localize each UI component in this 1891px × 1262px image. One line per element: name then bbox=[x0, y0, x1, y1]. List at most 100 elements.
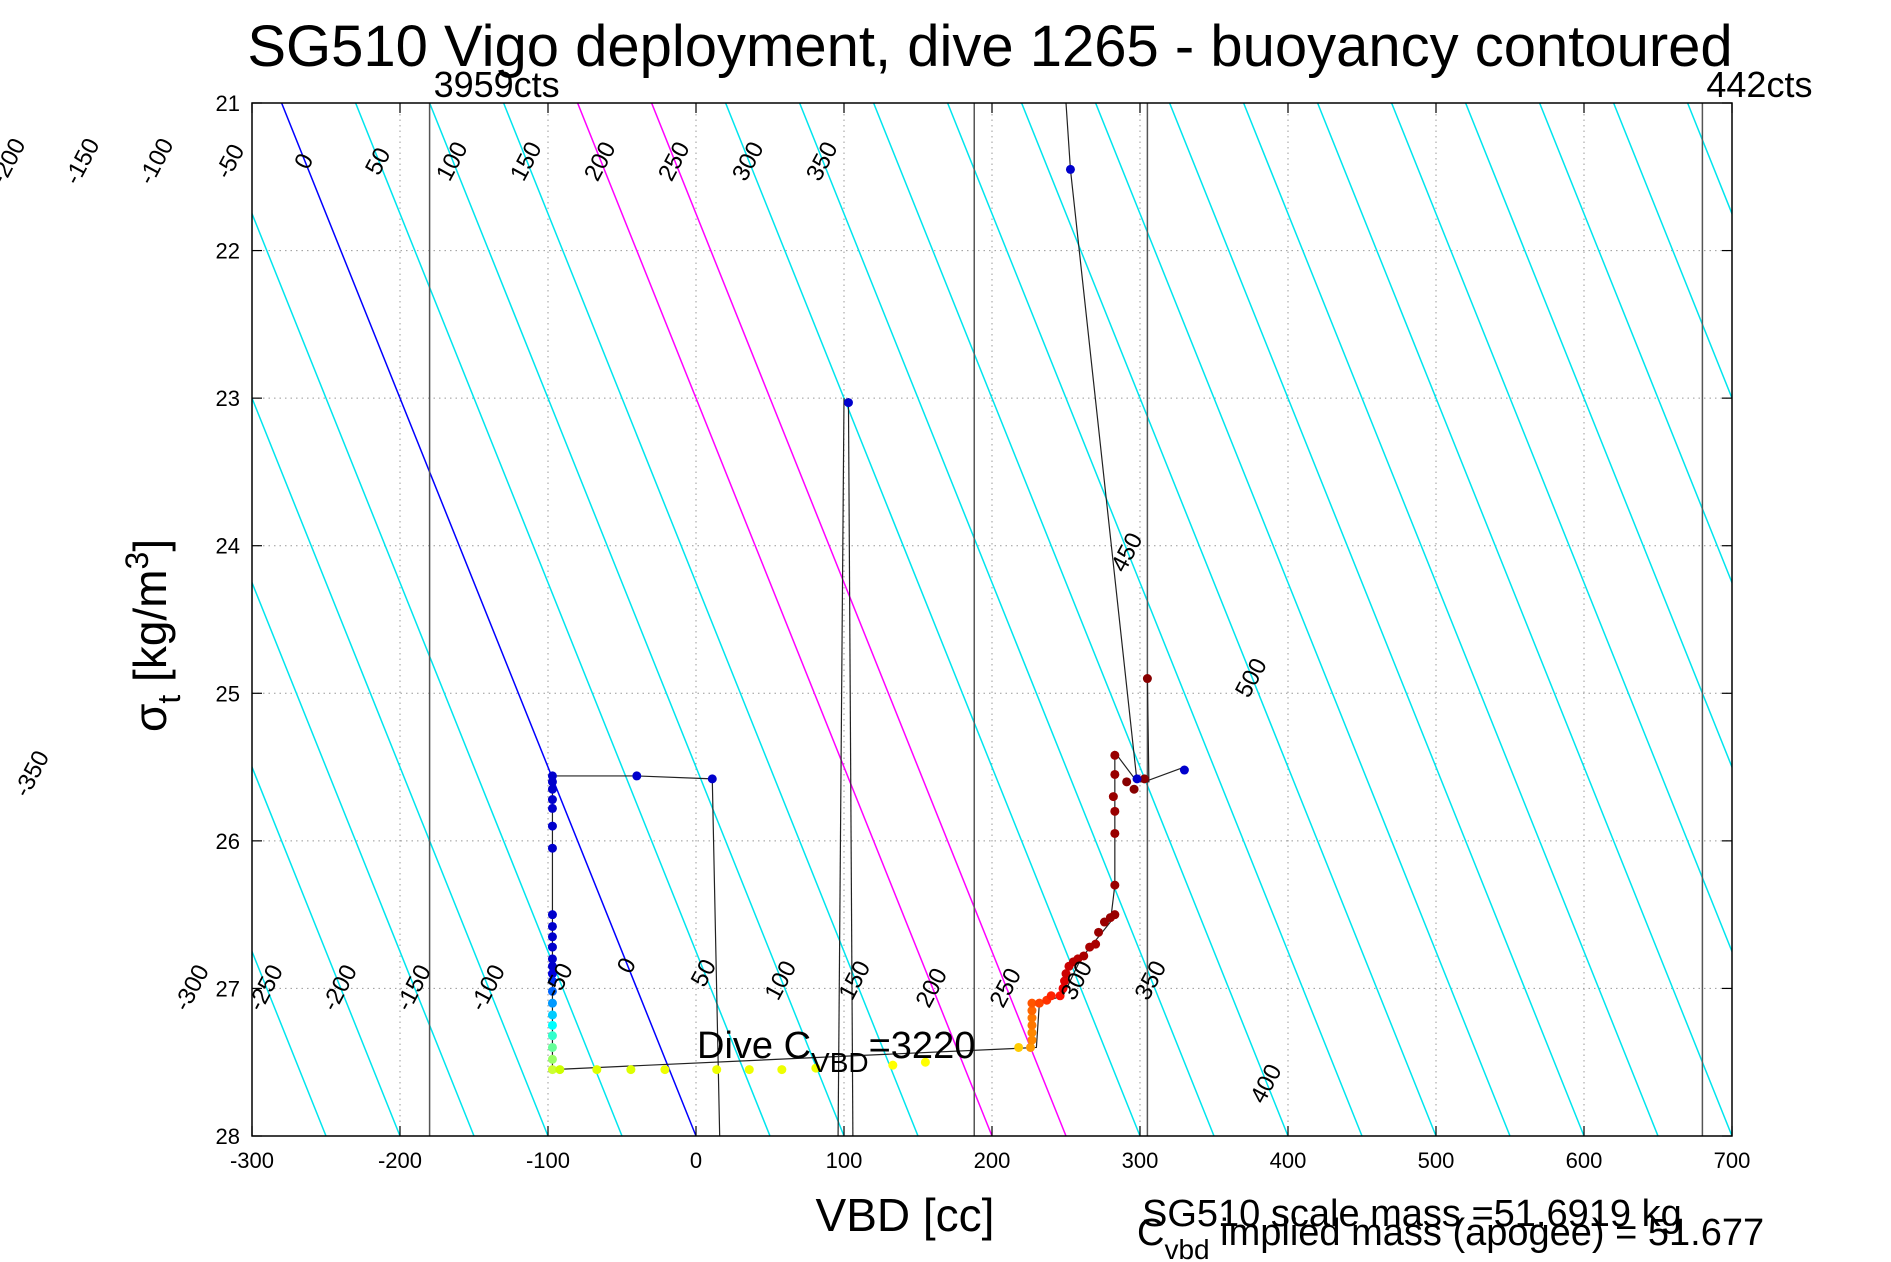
buoyancy-contours bbox=[0, 103, 1891, 1136]
data-point bbox=[744, 1065, 754, 1075]
data-point bbox=[1110, 828, 1120, 838]
data-point bbox=[632, 771, 642, 781]
data-point bbox=[1091, 939, 1101, 949]
dive-cvbd-main: Dive C bbox=[697, 1025, 811, 1067]
contour-label: 300 bbox=[727, 137, 770, 185]
contour-line bbox=[0, 103, 30, 1136]
data-point bbox=[547, 795, 557, 805]
contour-label: -300 bbox=[169, 960, 215, 1015]
x-tick-label: -300 bbox=[230, 1148, 274, 1173]
data-point bbox=[920, 1057, 930, 1067]
contour-line bbox=[576, 103, 993, 1136]
contour-line bbox=[1538, 103, 1732, 585]
data-point bbox=[777, 1065, 787, 1075]
data-point bbox=[547, 843, 557, 853]
contour-label: 200 bbox=[579, 137, 622, 185]
chart-title: SG510 Vigo deployment, dive 1265 - buoya… bbox=[247, 14, 1732, 79]
y-axis-label-units: [kg/m bbox=[124, 569, 176, 694]
data-point bbox=[1027, 1006, 1037, 1016]
data-point bbox=[555, 1065, 565, 1075]
data-point bbox=[547, 969, 557, 979]
data-point bbox=[547, 784, 557, 794]
contour-label: 500 bbox=[1230, 654, 1273, 702]
data-point bbox=[1027, 1020, 1037, 1030]
data-point bbox=[888, 1060, 898, 1070]
contour-line bbox=[798, 103, 1215, 1136]
data-point bbox=[547, 1065, 557, 1075]
data-point bbox=[1094, 927, 1104, 937]
dive-cvbd-value: =3220 bbox=[869, 1025, 976, 1067]
contour-label: -200 bbox=[0, 134, 31, 189]
contour-label: -50 bbox=[210, 140, 250, 183]
implied-mass-sub: vbd bbox=[1164, 1234, 1209, 1262]
y-axis-label-sup: 3 bbox=[119, 552, 155, 570]
data-point bbox=[660, 1065, 670, 1075]
y-axis-label-close: ] bbox=[124, 539, 176, 552]
y-axis-label-sub: t bbox=[151, 695, 187, 704]
contour-line bbox=[1390, 103, 1732, 954]
contour-line bbox=[1464, 103, 1732, 770]
data-point bbox=[1055, 991, 1065, 1001]
contour-line bbox=[280, 103, 697, 1136]
x-tick-label: 600 bbox=[1566, 1148, 1603, 1173]
data-point bbox=[712, 1065, 722, 1075]
data-point bbox=[1046, 991, 1056, 1001]
contour-label: 100 bbox=[759, 956, 802, 1004]
data-point bbox=[1027, 1028, 1037, 1038]
contour-line bbox=[1094, 103, 1511, 1136]
x-tick-label: 300 bbox=[1122, 1148, 1159, 1173]
data-point bbox=[547, 976, 557, 986]
vbd-limit-label: 3959cts bbox=[434, 64, 560, 105]
data-point bbox=[1014, 1042, 1024, 1052]
contour-label: 0 bbox=[612, 954, 642, 978]
contour-line bbox=[946, 103, 1363, 1136]
contour-line bbox=[1612, 103, 1732, 401]
contour-label: 450 bbox=[1106, 529, 1149, 577]
contour-line bbox=[252, 580, 475, 1136]
x-tick-label: -200 bbox=[378, 1148, 422, 1173]
contour-labels: -300-250-200-150-100-5005010015020025030… bbox=[0, 134, 1288, 1108]
dive-trace bbox=[552, 775, 721, 1136]
y-axis-label: σt [kg/m3] bbox=[119, 539, 187, 732]
dive-trace bbox=[837, 398, 845, 1136]
data-point bbox=[1058, 983, 1068, 993]
y-tick-label: 28 bbox=[216, 1124, 240, 1149]
x-axis-label: VBD [cc] bbox=[816, 1189, 995, 1241]
contour-label: 250 bbox=[653, 137, 696, 185]
contour-label: -50 bbox=[539, 959, 579, 1002]
data-point bbox=[1110, 750, 1120, 760]
data-point bbox=[547, 998, 557, 1008]
contour-line bbox=[1686, 103, 1732, 216]
dive-trace bbox=[847, 398, 854, 1136]
data-point bbox=[547, 942, 557, 952]
contour-label: -150 bbox=[59, 134, 105, 189]
y-tick-label: 22 bbox=[216, 239, 240, 264]
contour-line bbox=[872, 103, 1289, 1136]
contour-label: -250 bbox=[243, 960, 289, 1015]
contour-label: 0 bbox=[289, 149, 319, 173]
data-point bbox=[1139, 774, 1149, 784]
data-point bbox=[1027, 1035, 1037, 1045]
data-point bbox=[626, 1065, 636, 1075]
contour-label: -350 bbox=[9, 746, 55, 801]
x-tick-label: 400 bbox=[1270, 1148, 1307, 1173]
data-point bbox=[547, 954, 557, 964]
y-axis-label-main: σ bbox=[124, 704, 176, 732]
x-tick-label: -100 bbox=[526, 1148, 570, 1173]
vbd-limit-labels: 3959cts 442cts bbox=[434, 64, 1813, 105]
data-point bbox=[547, 777, 557, 787]
x-tick-label: 500 bbox=[1418, 1148, 1455, 1173]
data-point bbox=[1122, 777, 1132, 787]
data-point bbox=[1110, 769, 1120, 779]
contour-line bbox=[1762, 103, 1891, 1136]
data-point bbox=[547, 1054, 557, 1064]
data-point bbox=[1025, 1042, 1035, 1052]
data-point bbox=[843, 398, 853, 408]
grid-lines bbox=[251, 102, 1733, 1137]
scale-mass-note: SG510 scale mass =51.6919 kg bbox=[1142, 1193, 1682, 1235]
data-point bbox=[1110, 880, 1120, 890]
y-tick-label: 25 bbox=[216, 681, 240, 706]
contour-line bbox=[354, 103, 771, 1136]
contour-line bbox=[252, 949, 327, 1136]
